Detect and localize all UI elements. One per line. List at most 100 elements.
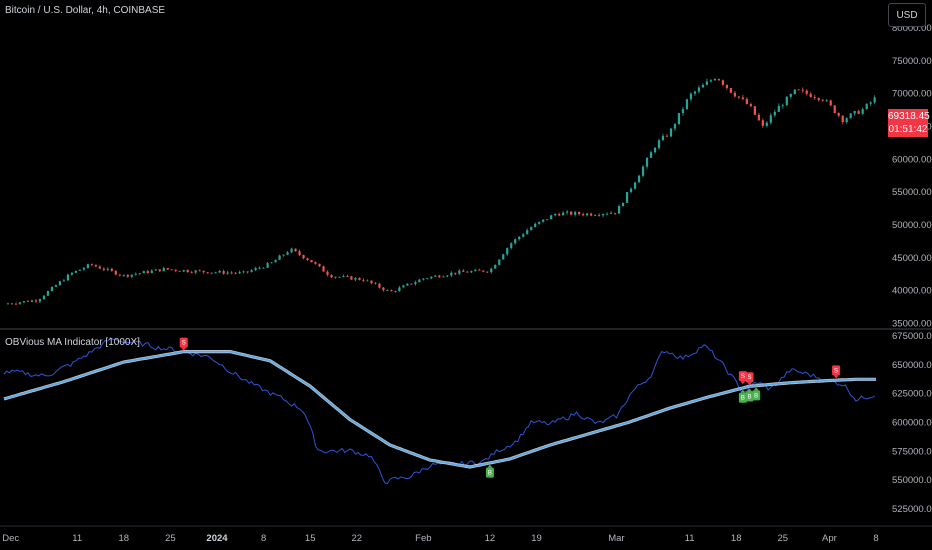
candle-body [338,276,341,278]
time-tick-label: 15 [305,533,316,544]
candle-body [737,96,740,98]
candle-body [98,266,101,269]
candle-body [797,89,800,91]
candle-body [590,213,593,216]
candle-body [390,290,393,292]
candle-body [230,272,233,274]
candle-body [733,92,736,97]
candle-body [290,248,293,253]
marker-pointer [747,388,753,392]
candle-body [34,300,38,302]
candle-body [821,99,824,101]
candle-body [681,109,685,114]
candle-body [653,147,657,153]
indicator-pane[interactable]: SBB B BS SS [3,337,876,485]
marker-label: S [741,374,745,380]
time-tick-label: 19 [531,533,542,544]
marker-pointer [753,387,759,391]
candle-body [62,280,66,282]
candle-body [398,287,401,292]
candle-body [46,291,50,296]
candle-body [514,239,517,244]
indicator-title[interactable]: OBVious MA Indicator [1000X] [5,337,140,348]
price-tick-label: 75000.00 [892,56,932,67]
candle-body [378,283,381,288]
price-tick-label: 55000.00 [892,187,932,198]
candle-body [669,128,673,137]
marker-pointer [833,375,839,379]
currency-button[interactable]: USD [888,3,926,27]
candle-body [833,105,836,114]
candle-body [6,303,10,305]
candle-body [566,211,569,213]
candle-body [490,268,493,273]
candle-body [406,283,409,286]
time-tick-label: 2024 [206,533,228,544]
candle-body [709,80,713,82]
buy-marker[interactable]: B [752,387,761,401]
candle-body [450,272,453,276]
candle-body [334,276,337,278]
indicator-tick-label: 675000.00 [892,331,932,342]
candle-body [785,96,788,106]
candle-body [801,89,804,91]
candle-body [162,268,165,272]
time-axis[interactable]: Dec 11 18 25 2024 8 15 22 Feb 12 19 Mar 11 18 25 Apr 8 [0,525,932,544]
candle-body [562,212,565,216]
candle-body [526,230,529,235]
ma-line-outline [3,350,876,469]
candle-body [278,255,281,260]
candle-body [657,140,661,148]
candle-body [222,270,225,274]
candle-body [250,270,253,272]
time-tick-label: Apr [822,533,837,544]
candle-body [142,271,145,274]
candle-body [314,262,317,264]
candle-body [202,270,205,273]
time-tick-label: 18 [119,533,130,544]
candle-body [342,276,345,277]
candle-body [757,114,760,121]
buy-marker[interactable]: B [485,464,494,478]
price-axis[interactable]: 35000.00 40000.00 45000.00 50000.00 55000.00… [892,23,932,330]
marker-label: B [488,471,492,477]
candle-body [641,166,645,176]
candle-body [649,152,653,158]
candle-body [298,251,301,255]
candle-body [729,88,732,93]
candle-body [422,278,425,280]
candle-body [765,122,768,126]
indicator-tick-label: 550000.00 [892,475,932,486]
candle-body [294,248,297,252]
marker-box [485,467,494,478]
candle-body [74,270,77,273]
candle-body [346,276,349,277]
candle-body [270,262,273,264]
marker-pointer [740,389,746,393]
indicator-axis[interactable]: 525000.00 550000.00 575000.00 600000.00 6250… [892,331,932,515]
candle-body [645,157,649,167]
marker-label: S [834,368,838,374]
candle-body [633,182,637,189]
candle-body [661,135,665,141]
marker-box [738,371,747,382]
sell-marker[interactable]: S [832,365,841,379]
candle-body [609,212,613,214]
price-pane[interactable] [0,78,932,330]
candle-body [462,270,465,272]
candle-body [306,258,309,261]
candle-body [354,277,357,280]
candle-body [849,113,852,119]
candle-body [534,223,537,228]
sell-marker[interactable]: S [179,337,188,351]
buy-marker[interactable]: B [745,388,754,402]
candle-body [506,248,509,255]
sell-marker[interactable]: S [738,371,747,385]
candle-body [474,269,477,272]
candle-body [198,270,201,272]
buy-marker[interactable]: B [738,389,747,403]
sell-marker[interactable]: S [745,372,754,386]
candle-body [382,287,385,291]
candle-body [873,97,876,103]
